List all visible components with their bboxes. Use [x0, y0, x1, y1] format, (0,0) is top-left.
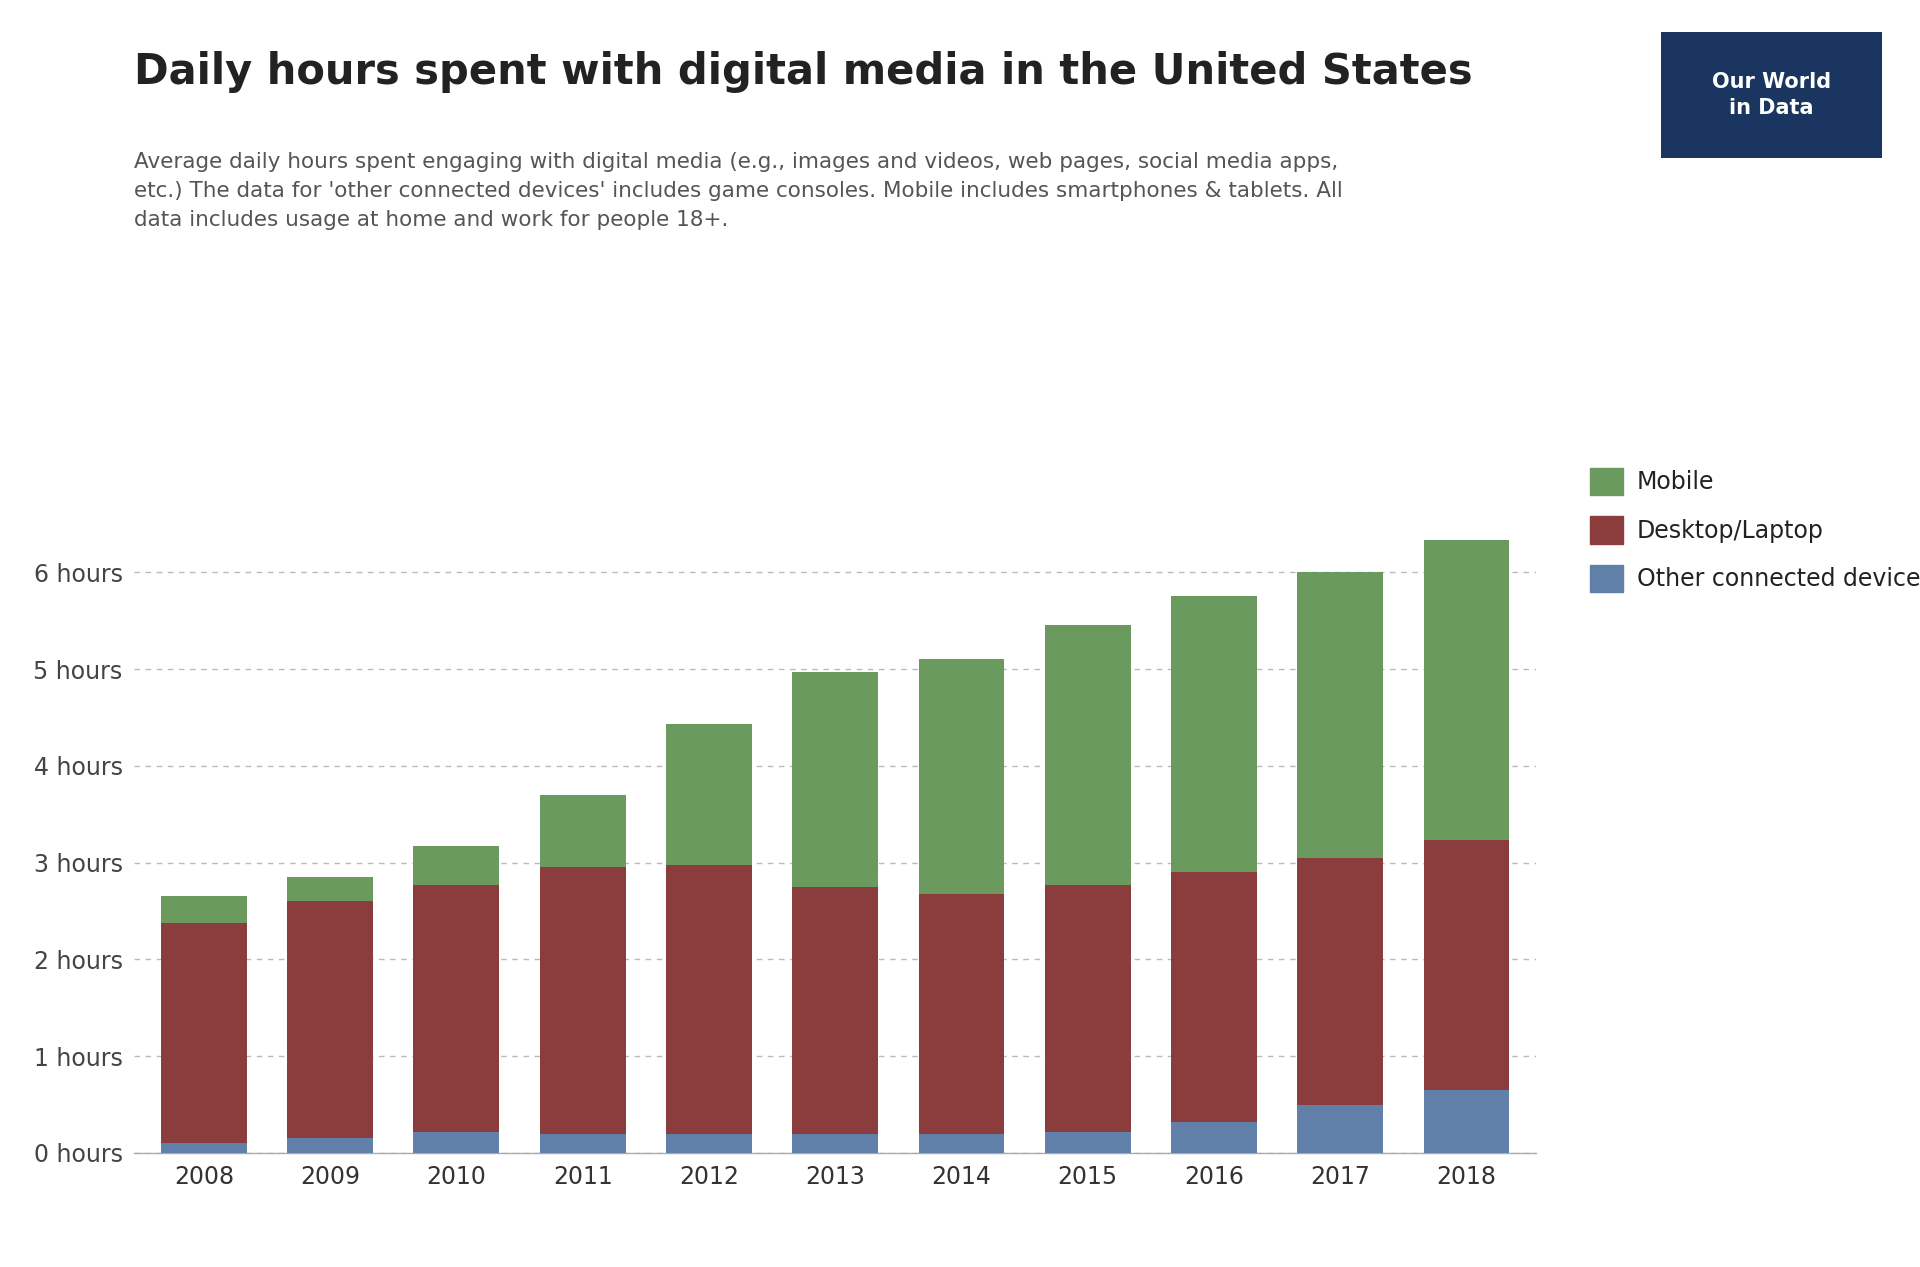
Bar	[161, 896, 248, 922]
Bar	[413, 1131, 499, 1153]
Bar	[288, 877, 372, 901]
Bar	[793, 672, 877, 887]
Bar	[540, 868, 626, 1134]
Bar	[413, 884, 499, 1131]
Text: Our World
in Data: Our World in Data	[1711, 72, 1832, 118]
Bar	[1423, 540, 1509, 840]
Bar	[1423, 1090, 1509, 1153]
Bar	[666, 725, 753, 864]
Bar	[1298, 858, 1382, 1105]
Legend: Mobile, Desktop/Laptop, Other connected devices: Mobile, Desktop/Laptop, Other connected …	[1590, 468, 1920, 592]
Bar	[1171, 872, 1258, 1123]
Bar	[288, 901, 372, 1139]
Bar	[540, 794, 626, 868]
Bar	[1298, 573, 1382, 858]
Bar	[918, 1134, 1004, 1153]
Bar	[540, 1134, 626, 1153]
Bar	[918, 659, 1004, 893]
Bar	[1298, 1105, 1382, 1153]
Bar	[288, 1139, 372, 1153]
Bar	[793, 1134, 877, 1153]
Bar	[161, 1143, 248, 1153]
Bar	[918, 893, 1004, 1134]
Bar	[1171, 1123, 1258, 1153]
Bar	[1044, 626, 1131, 884]
Bar	[413, 846, 499, 884]
Bar	[793, 887, 877, 1134]
Bar	[666, 864, 753, 1134]
Bar	[1044, 1131, 1131, 1153]
Text: Daily hours spent with digital media in the United States: Daily hours spent with digital media in …	[134, 51, 1473, 92]
Bar	[1423, 840, 1509, 1090]
Text: Average daily hours spent engaging with digital media (e.g., images and videos, : Average daily hours spent engaging with …	[134, 152, 1344, 229]
Bar	[161, 922, 248, 1143]
Bar	[1044, 884, 1131, 1131]
Bar	[666, 1134, 753, 1153]
Bar	[1171, 597, 1258, 872]
